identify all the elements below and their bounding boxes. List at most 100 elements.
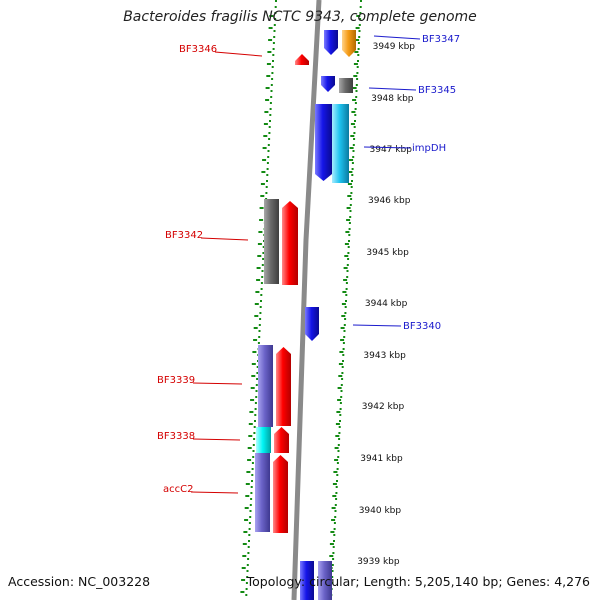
dot-left bbox=[266, 168, 269, 170]
dot-right bbox=[356, 78, 359, 80]
dot-left bbox=[258, 330, 261, 332]
dot-right bbox=[331, 576, 334, 578]
dot-left bbox=[245, 582, 248, 584]
dot-right bbox=[342, 342, 345, 344]
ruler-label: 3939 kbp bbox=[357, 557, 400, 567]
tick-left bbox=[242, 555, 247, 557]
dot-right bbox=[336, 480, 338, 482]
topology-text: Topology: circular; Length: 5,205,140 bp… bbox=[246, 574, 590, 589]
dot-left bbox=[273, 24, 276, 26]
dot-right bbox=[332, 546, 335, 548]
dot-left bbox=[271, 66, 274, 68]
tick-right bbox=[337, 399, 342, 401]
gene-bf3342-gray bbox=[264, 199, 279, 284]
dot-left bbox=[255, 396, 258, 398]
gene-bf3338-cyan bbox=[256, 427, 271, 453]
dot-right bbox=[334, 504, 337, 506]
gene-bf3342 bbox=[282, 201, 298, 285]
dot-right bbox=[337, 444, 340, 446]
gene-label-right: impDH bbox=[412, 143, 446, 154]
dot-left bbox=[271, 78, 274, 80]
dot-right bbox=[358, 36, 361, 38]
tick-right bbox=[329, 555, 334, 557]
gene-label-leader bbox=[192, 382, 243, 385]
tick-right bbox=[334, 447, 339, 449]
dot-left bbox=[269, 108, 272, 110]
dot-right bbox=[354, 102, 357, 104]
tick-left bbox=[249, 411, 254, 413]
tick-right bbox=[355, 27, 360, 29]
dot-right bbox=[346, 276, 349, 278]
tick-left bbox=[252, 351, 257, 353]
dot-right bbox=[351, 168, 354, 170]
tick-right bbox=[353, 63, 358, 65]
gene-label-leader bbox=[200, 237, 249, 241]
dot-right bbox=[358, 24, 361, 26]
dot-left bbox=[270, 96, 273, 98]
ruler-label: 3946 kbp bbox=[368, 196, 411, 206]
ruler-label: 3940 kbp bbox=[359, 506, 402, 516]
gene-label-leader bbox=[363, 146, 411, 149]
dot-right bbox=[345, 282, 348, 284]
gene-bf3347-strip-blue bbox=[324, 30, 338, 55]
tick-left bbox=[251, 363, 256, 365]
dot-left bbox=[253, 438, 256, 440]
dot-left bbox=[250, 498, 253, 500]
dot-right bbox=[351, 162, 354, 164]
dot-left bbox=[251, 468, 254, 470]
dot-left bbox=[247, 546, 250, 548]
tick-left bbox=[263, 123, 268, 125]
dot-left bbox=[255, 390, 258, 392]
tick-right bbox=[343, 279, 348, 281]
gene-impdh-partner bbox=[315, 104, 332, 181]
dot-right bbox=[341, 372, 344, 374]
tick-left bbox=[244, 507, 249, 509]
tick-left bbox=[241, 567, 246, 569]
gene-label-leader bbox=[373, 35, 421, 40]
dot-left bbox=[255, 384, 258, 386]
tick-right bbox=[354, 51, 359, 53]
tick-left bbox=[258, 231, 263, 233]
dot-left bbox=[249, 516, 252, 518]
dot-right bbox=[331, 570, 334, 572]
dot-right bbox=[349, 204, 352, 206]
dot-left bbox=[270, 84, 273, 86]
dot-left bbox=[274, 6, 277, 8]
dot-left bbox=[247, 558, 250, 560]
dot-left bbox=[262, 252, 265, 254]
gene-bf3340 bbox=[305, 307, 319, 341]
dot-right bbox=[336, 474, 339, 476]
tick-left bbox=[241, 579, 246, 581]
dot-right bbox=[342, 348, 345, 350]
gene-label-left: BF3338 bbox=[157, 431, 195, 442]
dot-right bbox=[352, 144, 355, 146]
tick-right bbox=[352, 87, 357, 89]
dot-right bbox=[339, 402, 342, 404]
dot-right bbox=[357, 60, 359, 62]
dot-right bbox=[333, 522, 336, 524]
gene-bottom-slate-2 bbox=[318, 561, 332, 600]
dot-left bbox=[247, 552, 250, 554]
dot-right bbox=[352, 156, 355, 158]
tick-right bbox=[332, 483, 337, 485]
tick-left bbox=[247, 447, 252, 449]
tick-right bbox=[336, 411, 341, 413]
dot-right bbox=[340, 384, 343, 386]
dot-left bbox=[260, 300, 262, 302]
dot-left bbox=[260, 288, 263, 290]
dot-right bbox=[334, 510, 337, 512]
dot-left bbox=[261, 276, 264, 278]
ruler-label: 3941 kbp bbox=[360, 454, 403, 464]
dot-right bbox=[357, 54, 360, 56]
gene-labels: BF3346 BF3342 BF3339 BF3338 accC2 BF3347 BF334… bbox=[157, 34, 460, 495]
tick-left bbox=[265, 87, 270, 89]
dot-left bbox=[265, 192, 268, 194]
tick-right bbox=[329, 543, 334, 545]
tick-left bbox=[263, 135, 268, 137]
dot-left bbox=[246, 570, 249, 572]
dot-right bbox=[342, 354, 345, 356]
tick-left bbox=[245, 495, 250, 497]
dot-left bbox=[267, 150, 270, 152]
tick-left bbox=[266, 63, 271, 65]
